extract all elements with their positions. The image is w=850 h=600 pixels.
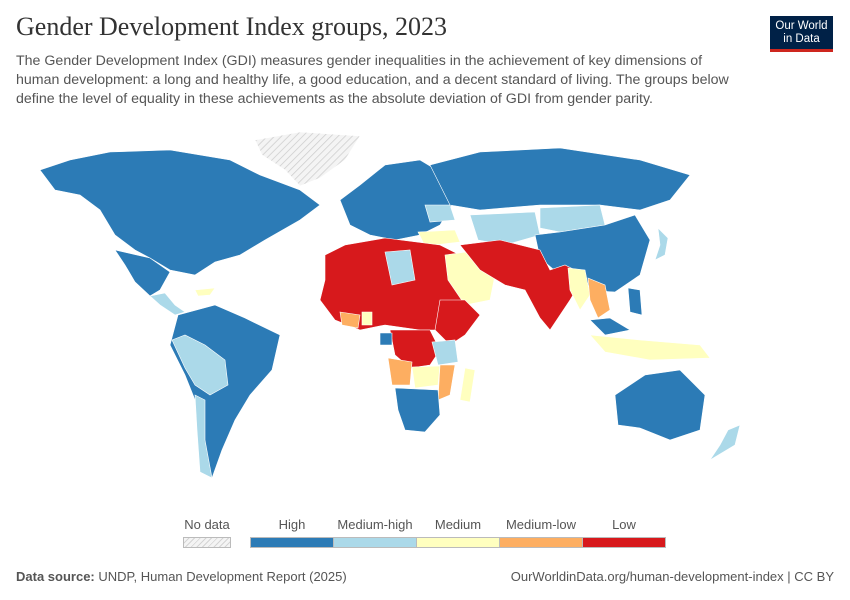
region-chile[interactable] xyxy=(194,394,213,479)
legend-swatch-medium-high[interactable] xyxy=(333,537,417,548)
legend-label-low: Low xyxy=(612,517,636,532)
legend-swatch-no-data[interactable] xyxy=(183,537,231,548)
region-south-america[interactable] xyxy=(169,304,281,479)
region-central-africa[interactable] xyxy=(389,329,441,369)
legend-swatch-medium[interactable] xyxy=(416,537,500,548)
legend-swatch-high[interactable] xyxy=(250,537,334,548)
region-mozambique[interactable] xyxy=(437,364,456,401)
source-label: Data source: xyxy=(16,569,95,584)
region-angola[interactable] xyxy=(387,357,413,386)
region-ghana[interactable] xyxy=(361,311,373,326)
region-greenland[interactable] xyxy=(254,131,361,187)
legend-label-medium-low: Medium-low xyxy=(505,517,577,532)
region-north-america[interactable] xyxy=(39,149,321,276)
region-tanzania[interactable] xyxy=(431,339,459,366)
region-madagascar[interactable] xyxy=(459,367,476,403)
region-australia[interactable] xyxy=(614,369,706,441)
region-kazakhstan[interactable] xyxy=(469,211,541,246)
region-new-zealand[interactable] xyxy=(709,424,741,461)
legend-label-medium-high: Medium-high xyxy=(337,517,413,532)
region-turkey[interactable] xyxy=(417,229,461,247)
region-japan[interactable] xyxy=(654,227,669,261)
owid-logo[interactable]: Our World in Data xyxy=(770,16,833,52)
region-west-africa-orange[interactable] xyxy=(339,311,361,329)
region-philippines[interactable] xyxy=(627,287,643,316)
legend-label-medium: Medium xyxy=(434,517,482,532)
region-bangladesh-myanmar[interactable] xyxy=(567,267,591,311)
region-russia[interactable] xyxy=(429,147,691,211)
legend-label-no-data: No data xyxy=(184,517,230,532)
chart-subtitle: The Gender Development Index (GDI) measu… xyxy=(16,53,729,107)
region-malaysia[interactable] xyxy=(589,317,631,336)
legend-swatch-low[interactable] xyxy=(582,537,666,548)
legend: No data High Medium-high Medium Medium-low L… xyxy=(0,517,850,557)
source-text: UNDP, Human Development Report (2025) xyxy=(98,569,347,584)
region-mexico[interactable] xyxy=(114,249,171,297)
region-central-america[interactable] xyxy=(149,292,186,316)
chart-title: Gender Development Index groups, 2023 xyxy=(16,12,448,41)
legend-label-high: High xyxy=(278,517,306,532)
region-indochina[interactable] xyxy=(587,277,611,319)
region-peru-bolivia[interactable] xyxy=(171,334,229,396)
region-gabon[interactable] xyxy=(379,332,393,346)
region-caribbean[interactable] xyxy=(194,287,216,297)
source-link[interactable]: OurWorldinData.org/human-development-ind… xyxy=(510,569,834,584)
data-source: Data source: UNDP, Human Development Rep… xyxy=(16,569,347,584)
legend-swatch-medium-low[interactable] xyxy=(499,537,583,548)
region-zambia[interactable] xyxy=(411,365,441,389)
world-map[interactable] xyxy=(0,125,850,495)
region-southern-africa[interactable] xyxy=(394,387,441,433)
region-ukraine[interactable] xyxy=(424,204,456,223)
region-libya[interactable] xyxy=(384,249,416,286)
region-east-africa[interactable] xyxy=(434,299,481,346)
region-middle-south-asia[interactable] xyxy=(459,239,586,331)
region-indonesia[interactable] xyxy=(589,334,711,361)
